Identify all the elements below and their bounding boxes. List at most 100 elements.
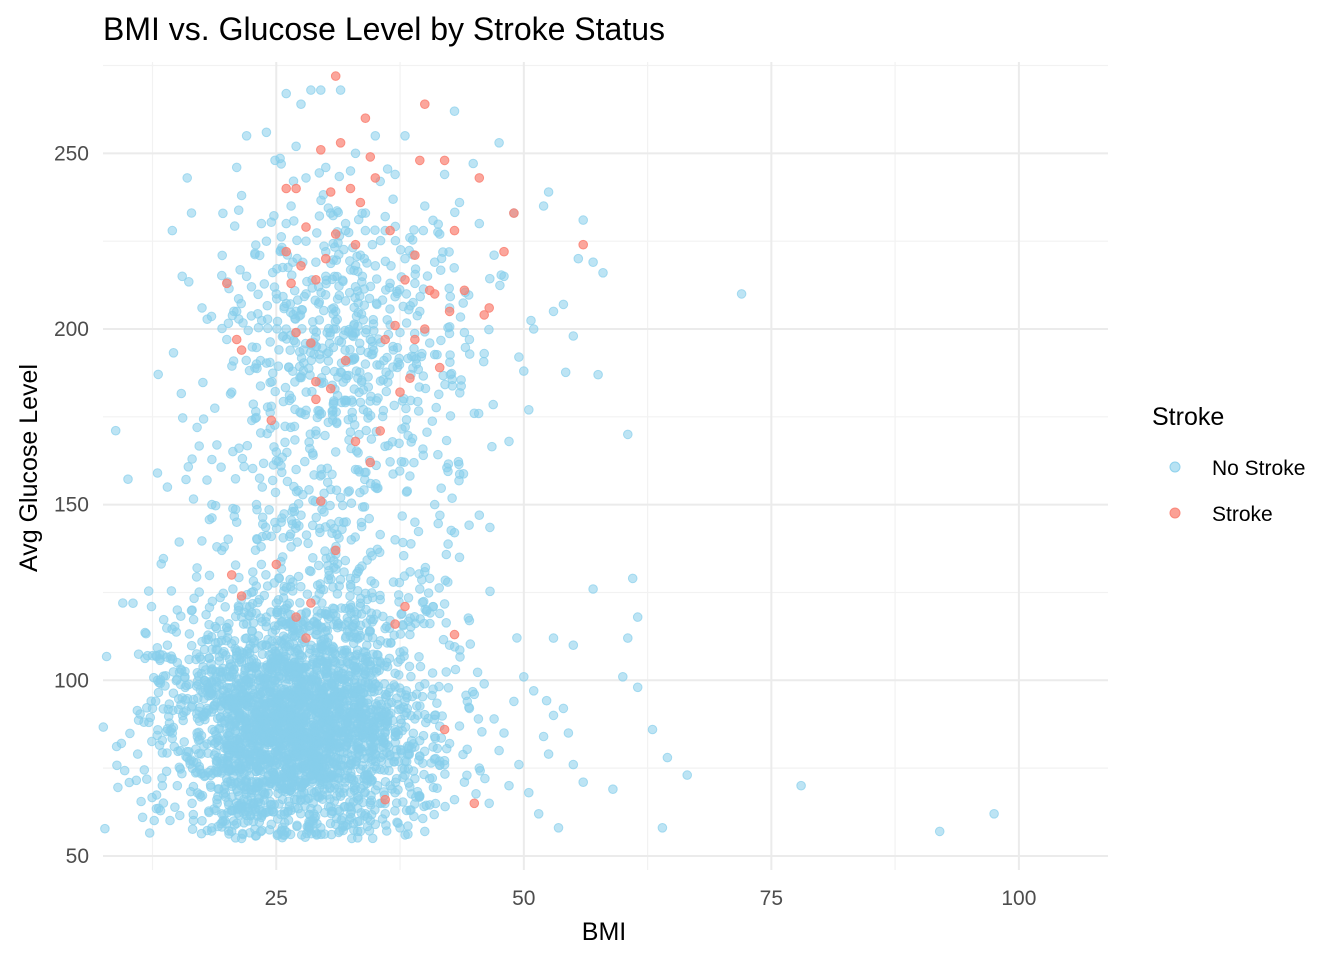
point-no-stroke (264, 650, 274, 660)
point-no-stroke (271, 598, 282, 608)
point-stroke (281, 183, 292, 194)
point-no-stroke (412, 396, 423, 407)
point-no-stroke (360, 359, 371, 369)
point-no-stroke (444, 283, 455, 294)
point-no-stroke (519, 672, 529, 682)
point-no-stroke (112, 760, 122, 771)
point-no-stroke (151, 790, 162, 800)
point-no-stroke (357, 712, 367, 723)
point-no-stroke (425, 618, 435, 629)
point-no-stroke (248, 618, 259, 628)
point-no-stroke (578, 777, 589, 788)
point-no-stroke (250, 413, 260, 424)
point-no-stroke (245, 601, 255, 612)
point-no-stroke (495, 280, 505, 291)
point-no-stroke (98, 722, 109, 732)
point-no-stroke (360, 741, 370, 752)
point-no-stroke (254, 748, 264, 759)
point-no-stroke (197, 636, 207, 647)
point-no-stroke (494, 745, 504, 756)
point-no-stroke (198, 414, 209, 424)
point-no-stroke (400, 830, 410, 840)
point-no-stroke (480, 773, 490, 784)
point-no-stroke (304, 485, 314, 495)
point-no-stroke (118, 598, 128, 608)
point-no-stroke (281, 728, 292, 738)
point-no-stroke (166, 651, 177, 661)
point-no-stroke (306, 816, 316, 826)
point-no-stroke (330, 657, 341, 668)
point-no-stroke (382, 352, 392, 363)
point-no-stroke (321, 707, 331, 717)
point-no-stroke (119, 765, 130, 776)
point-stroke (350, 239, 361, 250)
point-no-stroke (370, 482, 381, 492)
point-no-stroke (427, 668, 438, 678)
point-no-stroke (410, 517, 420, 528)
point-no-stroke (432, 743, 443, 754)
point-no-stroke (356, 521, 367, 532)
point-no-stroke (446, 368, 457, 379)
point-no-stroke (223, 534, 233, 545)
point-no-stroke (305, 370, 315, 380)
point-no-stroke (182, 173, 192, 183)
point-no-stroke (233, 205, 244, 215)
point-no-stroke (340, 555, 351, 566)
point-no-stroke (335, 791, 346, 802)
point-no-stroke (281, 218, 292, 229)
point-no-stroke (290, 338, 301, 348)
point-stroke (449, 629, 460, 640)
point-no-stroke (139, 717, 149, 728)
point-no-stroke (293, 662, 303, 672)
legend-title: Stroke (1152, 403, 1224, 431)
point-no-stroke (251, 693, 262, 703)
point-stroke (316, 496, 326, 506)
point-no-stroke (455, 388, 465, 398)
point-no-stroke (161, 766, 172, 777)
point-no-stroke (410, 773, 420, 784)
point-stroke (439, 155, 450, 166)
point-no-stroke (441, 618, 452, 628)
point-no-stroke (257, 482, 268, 492)
point-no-stroke (265, 337, 276, 347)
point-no-stroke (268, 688, 279, 698)
point-no-stroke (424, 773, 435, 784)
point-no-stroke (205, 780, 216, 790)
point-no-stroke (568, 331, 579, 341)
point-no-stroke (256, 315, 267, 326)
point-no-stroke (261, 752, 272, 763)
point-no-stroke (360, 474, 370, 485)
point-stroke (420, 99, 430, 109)
point-no-stroke (241, 131, 252, 141)
point-no-stroke (274, 345, 284, 355)
point-no-stroke (320, 365, 331, 376)
point-no-stroke (435, 510, 445, 521)
point-no-stroke (296, 830, 307, 840)
point-no-stroke (267, 376, 277, 387)
point-no-stroke (414, 652, 424, 662)
point-no-stroke (321, 682, 331, 693)
point-no-stroke (264, 505, 274, 515)
point-no-stroke (317, 504, 327, 515)
point-no-stroke (418, 225, 429, 236)
point-no-stroke (271, 747, 281, 757)
point-no-stroke (512, 633, 522, 643)
point-no-stroke (415, 306, 425, 317)
point-stroke (509, 208, 519, 218)
point-no-stroke (384, 765, 394, 776)
point-no-stroke (323, 574, 334, 585)
point-no-stroke (156, 559, 166, 569)
point-no-stroke (330, 731, 341, 742)
point-no-stroke (444, 247, 454, 257)
point-no-stroke (736, 289, 747, 299)
point-stroke (306, 338, 316, 348)
point-no-stroke (301, 747, 311, 758)
point-no-stroke (355, 367, 365, 378)
point-no-stroke (598, 268, 608, 278)
point-no-stroke (365, 334, 376, 345)
point-no-stroke (162, 623, 172, 633)
point-no-stroke (410, 714, 420, 724)
point-no-stroke (519, 366, 529, 376)
point-no-stroke (420, 679, 430, 689)
point-no-stroke (380, 738, 391, 749)
